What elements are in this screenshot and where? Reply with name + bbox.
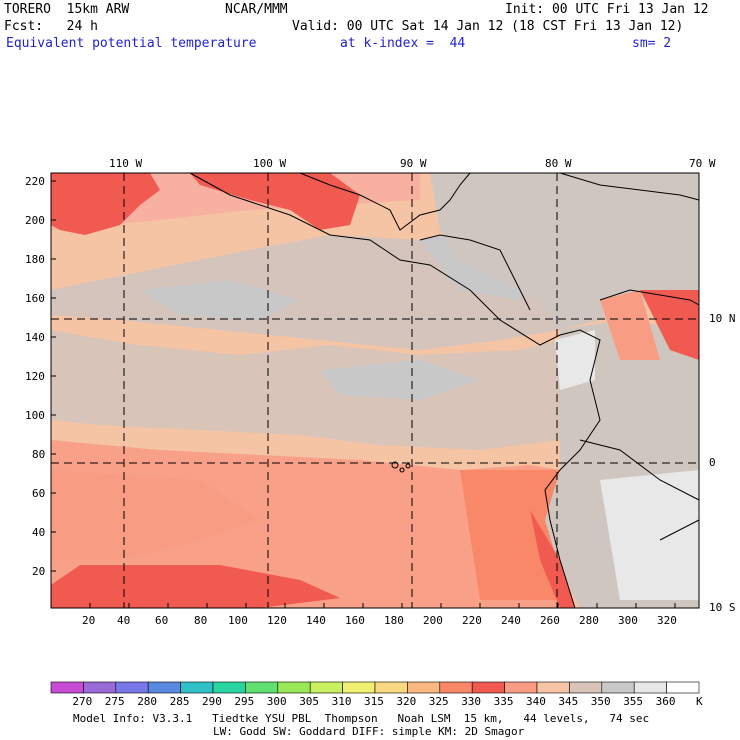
x-tick-160: 160 [345,614,365,627]
field-name: Equivalent potential temperature [6,36,257,51]
colorbar-swatch [601,681,635,694]
model-info: Model Info: V3.3.1 Tiedtke YSU PBL Thomp… [73,712,650,725]
y-tick-200: 200 [25,214,45,227]
y-tick-80: 80 [32,448,46,461]
colorbar-swatch [439,681,473,694]
colorbar-label: 355 [623,695,644,708]
colorbar-label: 270 [72,695,93,708]
colorbar [50,681,700,694]
model-title: TORERO 15km ARW [4,2,130,17]
colorbar-swatch [633,681,667,694]
colorbar-swatch [504,681,538,694]
lon-label-80w: 80 W [545,157,572,170]
colorbar-swatch [666,681,700,694]
y-tick-100: 100 [25,409,45,422]
colorbar-label: 310 [331,695,352,708]
colorbar-label: 305 [299,695,320,708]
colorbar-swatch [180,681,214,694]
colorbar-label: 285 [169,695,190,708]
coastlines [189,172,700,609]
colorbar-swatch [536,681,570,694]
y-tick-60: 60 [32,487,46,500]
y-tick-160: 160 [25,292,45,305]
y-tick-120: 120 [25,370,45,383]
x-tick-60: 60 [155,614,169,627]
colorbar-unit: K [696,695,703,708]
lon-label-100w: 100 W [253,157,287,170]
colorbar-swatch [407,681,441,694]
colorbar-swatch [50,681,84,694]
colorbar-label: 325 [428,695,449,708]
colorbar-label: 330 [461,695,482,708]
y-tick-140: 140 [25,331,45,344]
lat-label-0: 0 [709,456,716,469]
colorbar-label: 300 [266,695,287,708]
colorbar-label: 350 [590,695,611,708]
colorbar-swatch [374,681,408,694]
colorbar-swatch [245,681,279,694]
colorbar-label: 360 [655,695,676,708]
theta-e-field [51,173,699,608]
colorbar-swatch [115,681,149,694]
lon-label-90w: 90 W [400,157,427,170]
x-tick-80: 80 [194,614,208,627]
lat-lon-grid [51,173,699,608]
x-tick-40: 40 [117,614,131,627]
valid-time: Valid: 00 UTC Sat 14 Jan 12 (18 CST Fri … [292,19,684,34]
x-tick-100: 100 [228,614,248,627]
colorbar-label: 335 [493,695,514,708]
x-tick-180: 180 [384,614,404,627]
axis-ticks [51,180,676,608]
colorbar-label: 315 [364,695,384,708]
colorbar-label: 345 [558,695,579,708]
colorbar-swatch [212,681,246,694]
lat-label-10s: 10 S [709,601,736,614]
colorbar-swatch [83,681,117,694]
lon-label-110w: 110 W [109,157,143,170]
y-tick-40: 40 [32,526,46,539]
level-label: at k-index = 44 [340,36,466,51]
x-tick-300: 300 [618,614,638,627]
x-tick-120: 120 [267,614,287,627]
init-time: Init: 00 UTC Fri 13 Jan 12 [505,2,709,17]
galapagos-islands [391,461,411,473]
colorbar-swatch [569,681,603,694]
colorbar-label: 295 [234,695,255,708]
physics-info: LW: Godd SW: Goddard DIFF: simple KM: 2D… [213,725,525,738]
x-tick-260: 260 [540,614,560,627]
y-tick-20: 20 [32,565,46,578]
colorbar-swatch [471,681,505,694]
x-tick-140: 140 [306,614,326,627]
smoothing-label: sm= 2 [632,36,672,51]
colorbar-swatch [309,681,343,694]
x-tick-320: 320 [657,614,677,627]
x-tick-240: 240 [501,614,521,627]
colorbar-label: 340 [526,695,546,708]
x-tick-20: 20 [82,614,96,627]
colorbar-label: 290 [202,695,222,708]
colorbar-label: 275 [104,695,125,708]
colorbar-label: 280 [137,695,158,708]
x-tick-220: 220 [462,614,482,627]
lon-label-70w: 70 W [689,157,716,170]
colorbar-swatch [147,681,181,694]
colorbar-label: 320 [396,695,417,708]
colorbar-swatch [277,681,311,694]
y-tick-220: 220 [25,175,45,188]
x-tick-280: 280 [579,614,599,627]
lat-label-10n: 10 N [709,312,736,325]
map-frame [50,172,700,609]
forecast-hour: Fcst: 24 h [4,19,98,34]
y-tick-180: 180 [25,253,45,266]
x-tick-200: 200 [423,614,443,627]
organization-label: NCAR/MMM [225,2,288,17]
colorbar-swatch [342,681,376,694]
